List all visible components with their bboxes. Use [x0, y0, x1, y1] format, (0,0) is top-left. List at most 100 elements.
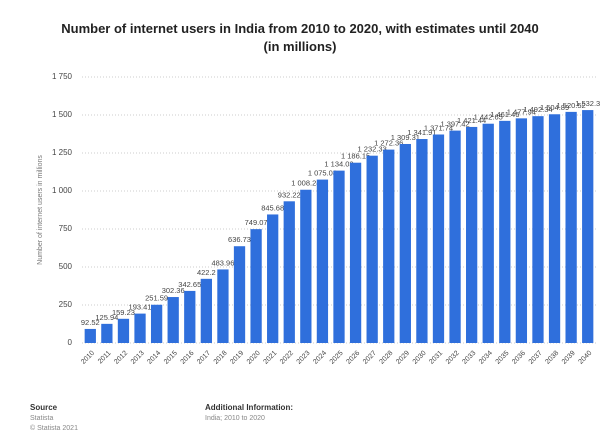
bar — [117, 318, 130, 343]
x-tick-label: 2029 — [395, 350, 411, 366]
bar — [383, 149, 395, 343]
x-tick-label: 2012 — [113, 350, 129, 366]
bar — [300, 189, 312, 343]
bar — [134, 313, 146, 343]
value-label: 1 272.36 — [374, 139, 403, 148]
value-label: 1 477.94 — [507, 107, 536, 116]
x-tick-label: 2027 — [362, 350, 378, 366]
value-label: 1 341.91 — [407, 128, 436, 137]
value-label: 1 532.3 — [575, 99, 600, 108]
bar — [200, 278, 212, 343]
value-label: 1 442.65 — [474, 113, 503, 122]
x-tick-label: 2031 — [428, 350, 444, 366]
bar — [150, 304, 163, 343]
y-tick-label: 1 750 — [52, 72, 73, 81]
value-label: 845.68 — [261, 203, 284, 212]
value-label: 1 421.44 — [457, 116, 486, 125]
bar — [283, 201, 295, 343]
x-tick-label: 2035 — [495, 350, 511, 366]
bar — [217, 269, 229, 343]
x-tick-label: 2013 — [130, 350, 146, 366]
bar — [101, 323, 113, 343]
bar — [250, 229, 262, 343]
value-label: 159.23 — [112, 308, 135, 317]
value-label: 342.65 — [178, 280, 201, 289]
value-label: 251.59 — [145, 294, 168, 303]
bar — [582, 110, 594, 344]
y-tick-label: 0 — [68, 338, 73, 347]
x-tick-label: 2019 — [229, 350, 245, 366]
bar — [499, 120, 511, 343]
x-tick-label: 2026 — [345, 350, 361, 366]
bar — [233, 246, 246, 343]
chart-title: Number of internet users in India from 2… — [61, 21, 539, 54]
value-label: 1 075.08 — [308, 169, 337, 178]
value-label: 125.94 — [95, 313, 118, 322]
value-label: 1 520.52 — [557, 101, 586, 110]
x-tick-label: 2021 — [262, 350, 278, 366]
x-tick-label: 2038 — [544, 350, 560, 366]
y-tick-label: 500 — [59, 262, 73, 271]
value-label: 749.07 — [245, 218, 268, 227]
y-tick-label: 250 — [59, 300, 73, 309]
value-label: 1 397.42 — [440, 120, 469, 129]
value-label: 636.73 — [228, 235, 251, 244]
value-label: 1 232.33 — [358, 145, 387, 154]
value-label: 1 008.24 — [291, 179, 320, 188]
info-heading: Additional Information: — [205, 403, 293, 412]
source-line: Statista — [30, 415, 53, 422]
x-tick-label: 2036 — [511, 350, 527, 366]
bar — [184, 290, 196, 343]
x-tick-label: 2039 — [561, 350, 577, 366]
value-label: 422.2 — [197, 268, 216, 277]
value-label: 1 309.31 — [391, 133, 420, 142]
bar — [366, 155, 378, 343]
bar — [532, 116, 544, 343]
value-label: 1 461.46 — [490, 110, 519, 119]
value-label: 1 504.89 — [540, 103, 569, 112]
x-tick-label: 2028 — [378, 350, 394, 366]
bar — [267, 214, 279, 343]
value-label: 302.36 — [162, 286, 185, 295]
source-line: © Statista 2021 — [30, 424, 78, 432]
bar — [515, 118, 528, 343]
x-tick-label: 2011 — [97, 350, 113, 366]
bar — [399, 143, 411, 343]
x-tick-label: 2032 — [445, 350, 461, 366]
value-label: 1 492.34 — [523, 105, 552, 114]
bar — [416, 139, 428, 343]
bar — [482, 123, 494, 344]
y-tick-label: 1 000 — [52, 186, 73, 195]
value-label: 92.52 — [81, 318, 100, 327]
x-tick-label: 2020 — [246, 350, 262, 366]
x-tick-label: 2010 — [80, 350, 96, 366]
bar — [466, 126, 478, 343]
source-heading: Source — [30, 403, 58, 412]
bar — [167, 297, 179, 343]
x-tick-label: 2037 — [528, 350, 544, 366]
x-tick-label: 2033 — [461, 350, 477, 366]
bar — [333, 170, 345, 343]
bar — [548, 114, 561, 344]
y-tick-label: 1 250 — [52, 148, 73, 157]
value-label: 483.96 — [211, 258, 234, 267]
bar — [84, 328, 96, 343]
x-tick-label: 2014 — [146, 350, 162, 366]
bar — [432, 134, 445, 343]
value-label: 193.41 — [129, 303, 152, 312]
y-tick-label: 750 — [59, 224, 73, 233]
value-label: 1 134.03 — [324, 160, 353, 169]
x-tick-label: 2040 — [577, 350, 593, 366]
x-tick-label: 2024 — [312, 350, 328, 366]
y-axis-label: Number of internet users in millions — [37, 155, 44, 265]
y-tick-label: 1 500 — [52, 110, 73, 119]
x-tick-label: 2018 — [213, 350, 229, 366]
x-tick-label: 2017 — [196, 350, 212, 366]
x-tick-label: 2022 — [279, 350, 295, 366]
value-label: 932.22 — [278, 190, 301, 199]
bar — [449, 130, 461, 343]
value-label: 1 186.15 — [341, 152, 370, 161]
value-label: 1 371.74 — [424, 123, 453, 132]
